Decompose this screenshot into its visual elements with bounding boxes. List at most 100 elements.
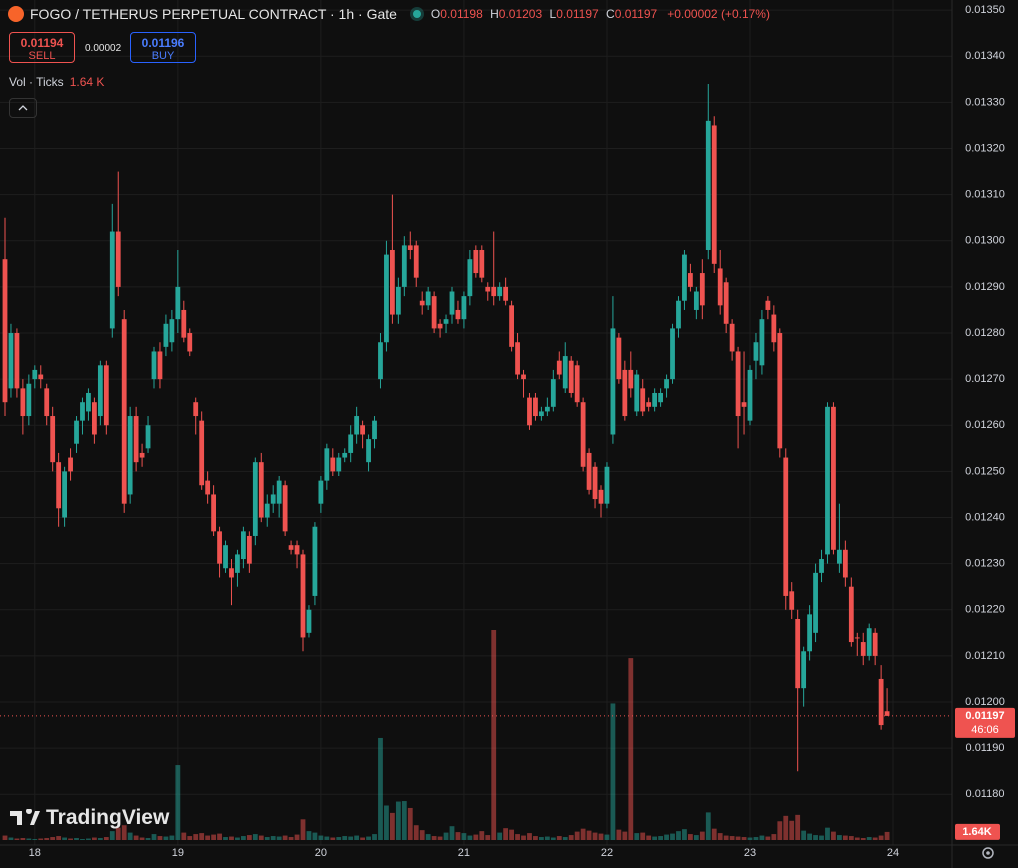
gear-center[interactable] [986,851,990,855]
settings-icon[interactable] [982,847,994,859]
y-tick-label: 0.01200 [965,696,1005,708]
volume-bar [86,838,91,840]
volume-bar [485,835,491,840]
candle-body [741,402,747,407]
y-tick-label: 0.01310 [965,189,1005,201]
volume-bar [527,833,532,840]
candle-body [825,406,830,555]
buy-price[interactable]: 0.01196 [141,36,185,50]
buy-label[interactable]: BUY [151,50,175,62]
sell-button[interactable]: 0.01194 SELL [9,32,75,63]
candle-body [235,554,240,573]
volume-bar [246,835,252,840]
sell-label[interactable]: SELL [28,50,56,62]
volume-bar [413,825,419,840]
volume-bar [169,835,175,840]
buy-button[interactable]: 0.01196 BUY [130,32,196,63]
candle-body [634,374,640,412]
candle-body [676,300,681,329]
candle-body [157,351,163,380]
candle-body [866,628,872,656]
candle-body [837,549,842,564]
volume-bar [586,830,592,840]
y-tick-label: 0.01350 [965,4,1005,16]
candle-body [246,535,252,564]
candle-body [413,245,419,278]
candle-body [390,249,395,315]
volume-bar [44,838,50,840]
candle-body [521,374,526,380]
candle-body [103,365,109,426]
symbol-title[interactable]: FOGO / TETHERUS PERPETUAL CONTRACT · 1h … [30,6,397,22]
chevron[interactable] [18,105,28,111]
candle-body [163,323,169,347]
volume-bar [491,630,497,840]
volume-bar [658,836,663,840]
volume-bar [425,834,431,840]
candle-body [330,457,336,472]
candle-body [169,319,175,343]
volume-bar [294,834,300,840]
candle-body [282,485,288,532]
candle-body [479,249,485,278]
volume-bar [312,832,318,840]
candle-body [670,328,675,380]
volume-bar [235,837,240,840]
candle-body [539,411,544,417]
candle-body [2,259,8,403]
volume-bar [193,834,199,840]
volume-bar [372,834,377,840]
candle-body [443,319,449,324]
candle-body [324,448,330,481]
volume-bar [318,835,324,840]
volume-bar [795,814,801,840]
collapse-button[interactable] [9,98,37,118]
volume-bar [20,838,26,840]
sell-price[interactable]: 0.01194 [20,36,64,50]
price-tag-value: 0.01197 [965,710,1004,722]
volume-bar [878,835,884,840]
volume-bar [50,837,56,840]
candle-body [783,457,789,596]
volume-bar [133,835,139,840]
ohlc-value: 0.01203 [498,7,543,21]
volume-bar [533,836,538,840]
candle-body [407,245,413,250]
candle-body [115,231,121,287]
volume-bar [837,835,842,840]
volume-bar [676,831,681,840]
candle-body [199,420,205,486]
volume-bar [568,835,574,840]
volume-bar [26,838,32,840]
candle-body [312,526,318,596]
candle-body [860,642,866,656]
x-tick-label: 20 [315,847,327,859]
candle-body [449,291,455,315]
candle-body [759,319,765,366]
candle-body [372,420,377,440]
x-tick-label: 22 [601,847,613,859]
candle-body [14,333,20,389]
volume-name: Vol · Ticks [9,75,64,89]
volume-bar [109,831,115,840]
y-tick-label: 0.01190 [966,742,1005,754]
collapse-icon[interactable] [10,99,36,117]
volume-bar [634,833,640,840]
watermark: TradingView [10,806,169,830]
gear[interactable] [982,847,994,859]
volume-bar [854,837,860,840]
y-tick-label: 0.01210 [965,650,1005,662]
candle-body [640,388,646,412]
volume-bar [449,826,455,840]
volume-bar [56,836,62,840]
volume-bar [92,837,97,840]
volume-bar [407,807,413,840]
price-tag [955,707,1015,738]
volume-bar [473,834,479,840]
volume-bar [342,836,348,840]
volume-bar [759,835,765,840]
candle-body [50,416,56,463]
candle-body [586,452,592,490]
